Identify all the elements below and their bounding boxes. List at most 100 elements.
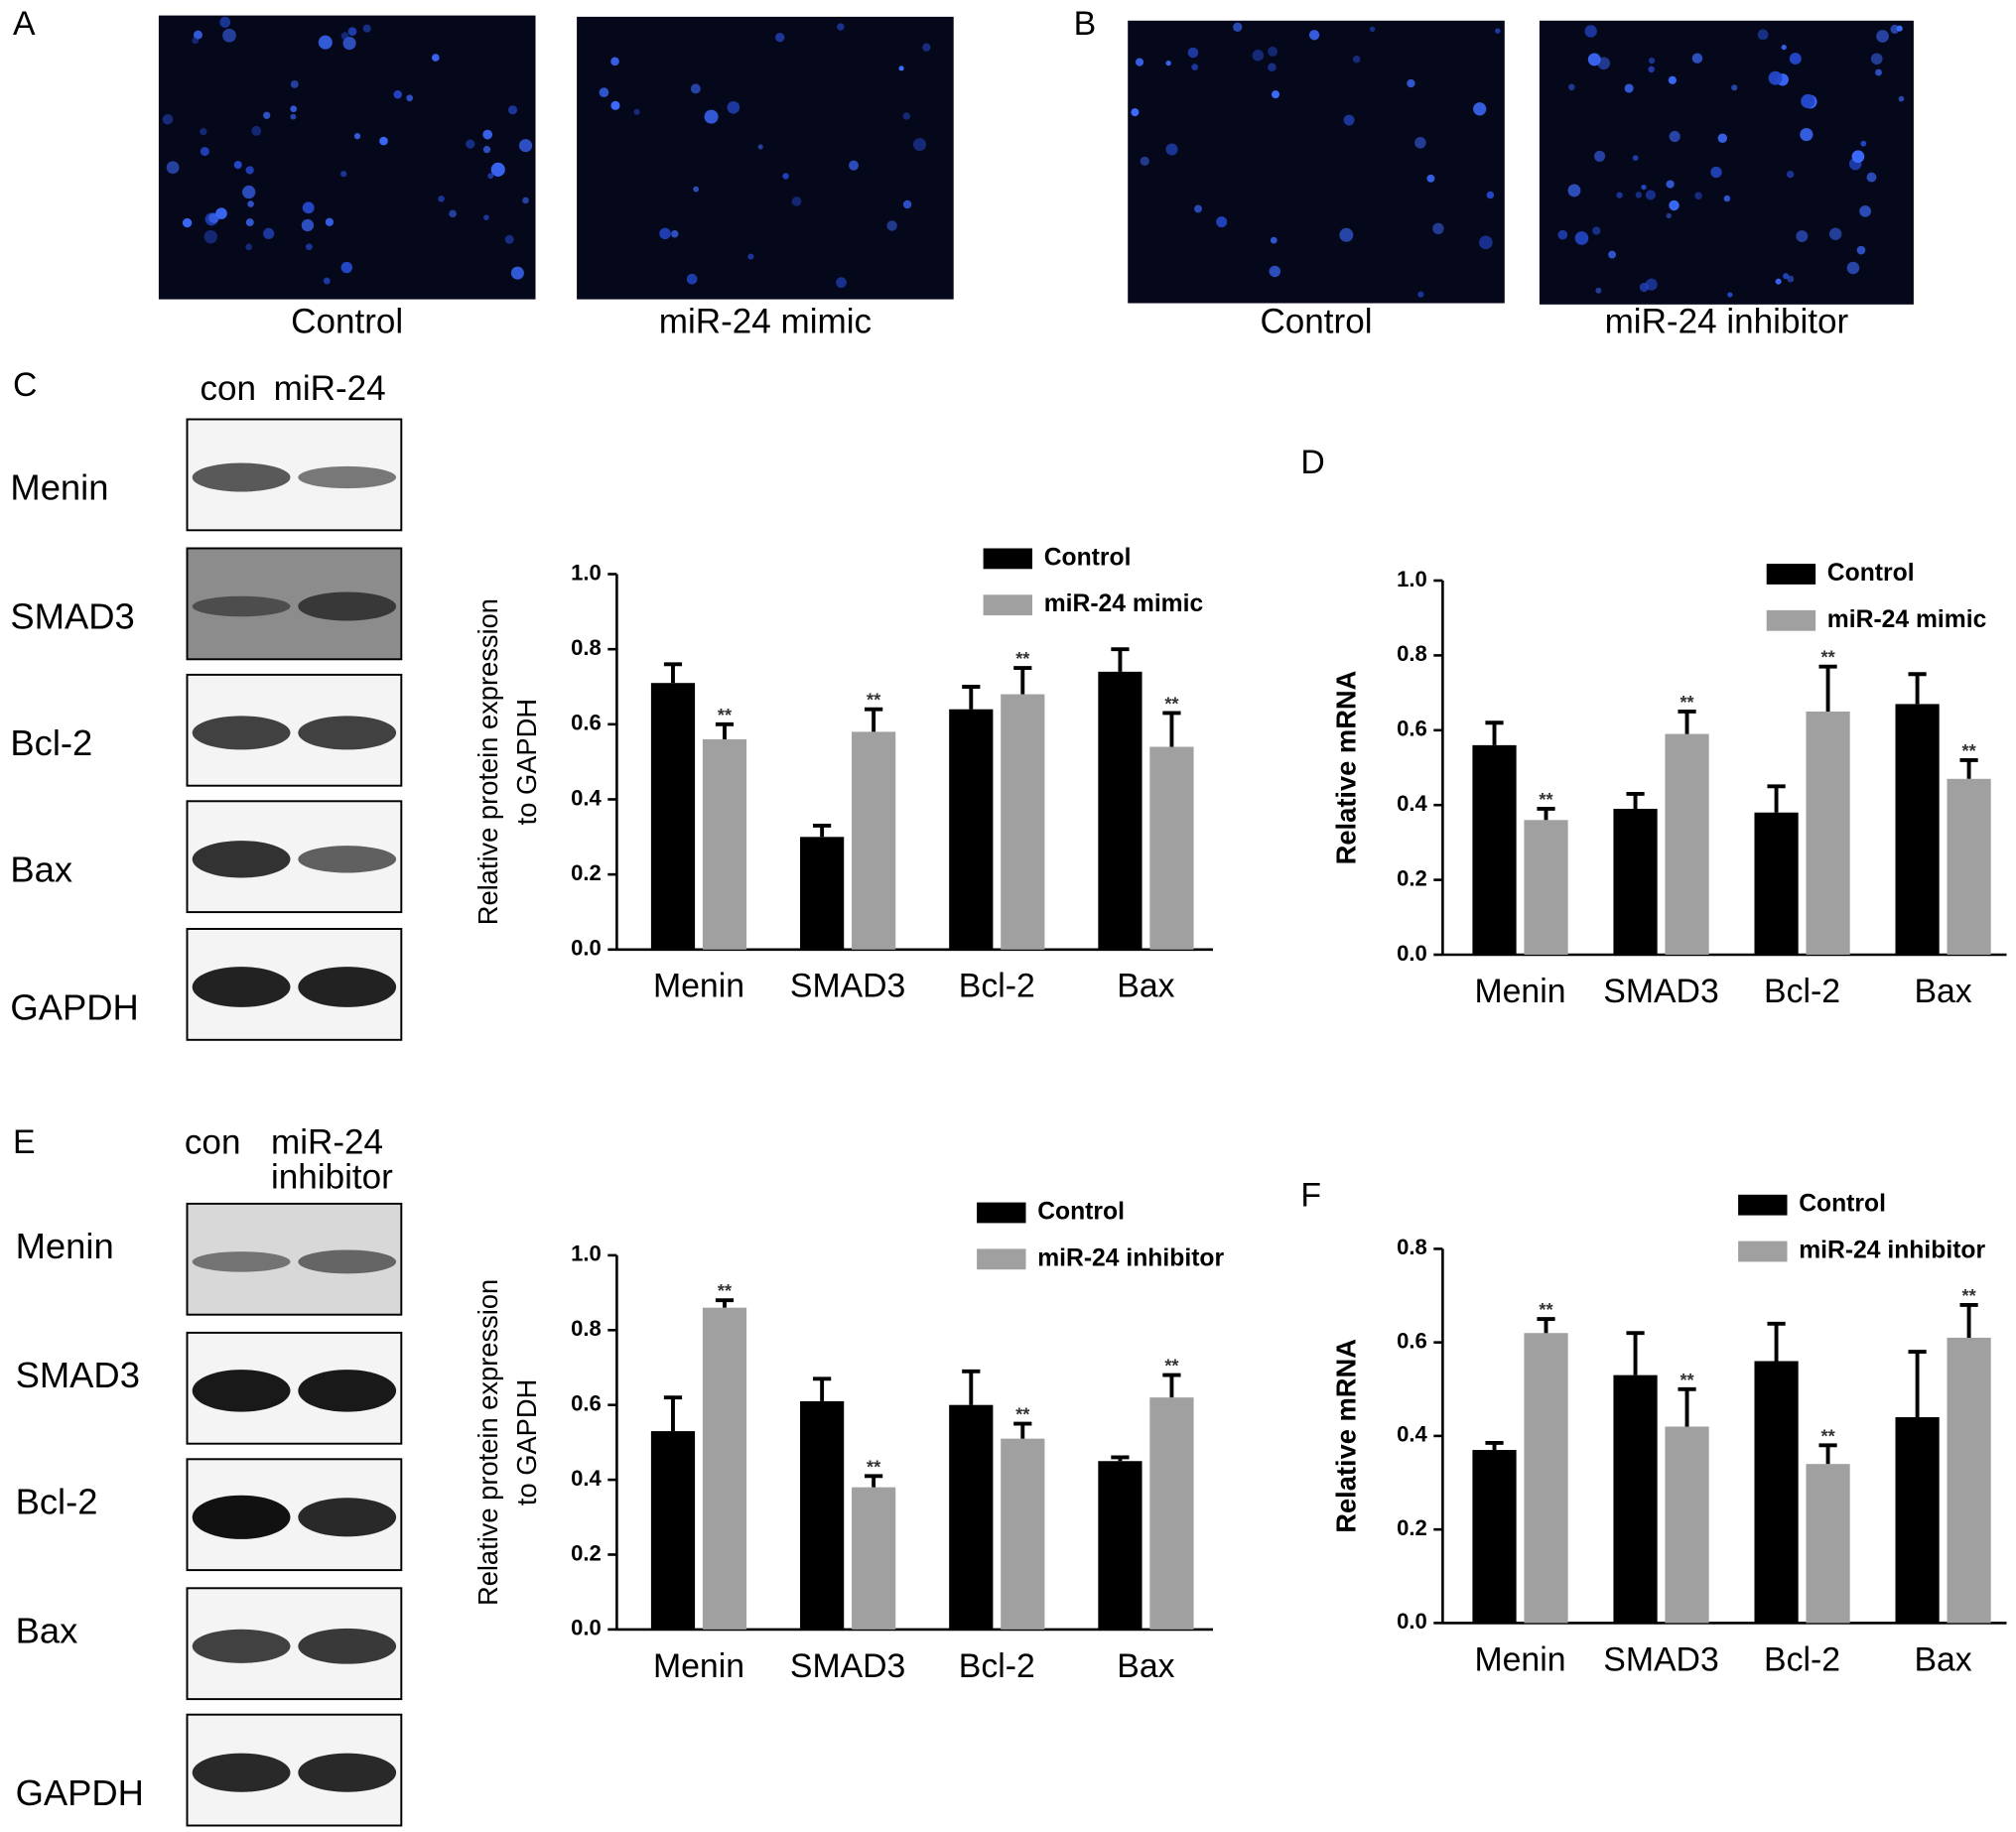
cell	[1369, 26, 1376, 33]
cell	[1486, 191, 1495, 199]
error-bar	[813, 824, 832, 838]
x-tick-label: SMAD3	[790, 1647, 905, 1685]
bar	[1098, 671, 1142, 950]
significance: **	[1962, 1286, 1977, 1306]
cell	[670, 229, 679, 238]
bar	[1895, 704, 1940, 955]
cell	[791, 196, 802, 206]
bar	[1665, 1426, 1709, 1624]
cell	[1860, 140, 1867, 147]
y-tick-label: 0.8	[571, 1316, 602, 1341]
y-axis-label-line: to GAPDH	[511, 1379, 542, 1505]
band	[192, 1251, 291, 1272]
significance: **	[1962, 741, 1977, 761]
cell	[1624, 83, 1634, 93]
cell	[1135, 58, 1144, 66]
cell	[1191, 64, 1199, 71]
bar	[1524, 820, 1568, 955]
cell	[1270, 236, 1277, 244]
bar	[1472, 744, 1517, 955]
bar	[1613, 808, 1658, 955]
cell	[166, 161, 180, 175]
panel-label: F	[1300, 1176, 1321, 1214]
y-tick-label: 0.2	[571, 1540, 602, 1565]
cell	[1691, 53, 1703, 64]
cell	[1616, 192, 1623, 198]
cell	[1668, 75, 1677, 84]
cell	[347, 27, 357, 37]
cell	[1343, 114, 1355, 126]
y-tick-label: 0.4	[1397, 791, 1427, 816]
cell	[1233, 22, 1243, 32]
cell	[902, 112, 910, 120]
band	[192, 1495, 291, 1539]
cell	[1890, 24, 1900, 34]
cell	[693, 186, 700, 193]
cell	[1635, 192, 1643, 198]
cell	[1593, 150, 1606, 163]
cell	[898, 65, 904, 71]
error-bar	[1013, 1421, 1032, 1439]
cell	[659, 227, 671, 240]
x-tick-label: Menin	[653, 1647, 744, 1685]
bar	[800, 1400, 845, 1630]
bar	[852, 731, 896, 950]
cell	[886, 220, 897, 231]
cell	[192, 37, 200, 45]
cell	[1648, 65, 1655, 73]
x-tick-label: Bax	[1914, 1640, 1971, 1678]
significance: **	[1680, 693, 1694, 713]
cell	[504, 234, 514, 244]
image-caption: miR-24 inhibitor	[1605, 303, 1849, 341]
cell	[1666, 180, 1675, 189]
blot-label: SMAD3	[16, 1355, 140, 1395]
significance: **	[1680, 1371, 1694, 1390]
cell	[1876, 30, 1889, 43]
image-caption: miR-24 mimic	[659, 303, 872, 341]
micrograph	[1128, 20, 1505, 304]
cell	[1781, 44, 1787, 51]
cell	[1775, 278, 1782, 285]
legend-label: Control	[1044, 544, 1132, 571]
cell	[449, 209, 457, 218]
y-axis-label-line: Relative mRNA	[1331, 1339, 1362, 1533]
band	[298, 465, 397, 489]
cell	[318, 35, 333, 50]
cell	[162, 114, 174, 125]
bar	[1754, 812, 1799, 955]
legend-label: Control	[1037, 1199, 1125, 1226]
cell	[263, 227, 275, 239]
significance: **	[1164, 1357, 1179, 1376]
blot-label: Menin	[16, 1226, 114, 1266]
error-bar	[1537, 1317, 1555, 1334]
cell	[466, 139, 475, 149]
bar	[1613, 1374, 1658, 1624]
micrograph	[158, 15, 536, 300]
panel-label: B	[1074, 5, 1097, 43]
error-bar	[1626, 791, 1645, 809]
y-tick-label: 1.0	[571, 560, 602, 585]
cell	[1666, 212, 1672, 219]
cell	[1432, 222, 1444, 235]
bar	[650, 1431, 696, 1630]
bar	[800, 837, 845, 950]
significance: **	[1015, 649, 1030, 669]
bar	[1806, 1464, 1850, 1624]
cell	[1339, 227, 1354, 242]
cell	[522, 196, 529, 204]
error-bar	[962, 685, 981, 710]
x-tick-label: Menin	[1474, 1640, 1565, 1678]
cell	[353, 133, 361, 140]
significance: **	[1820, 1426, 1835, 1446]
y-axis-label-line: to GAPDH	[511, 699, 542, 825]
blot-label: SMAD3	[10, 596, 134, 637]
band	[192, 595, 291, 617]
cell	[1731, 84, 1738, 91]
y-axis-label-line: Relative protein expression	[472, 598, 503, 925]
x-tick-label: Menin	[653, 968, 744, 1005]
cell	[1473, 102, 1487, 116]
error-bar	[1818, 664, 1837, 712]
y-tick-label: 0.6	[571, 1391, 602, 1416]
bar	[1665, 733, 1709, 955]
blot-label: Bcl-2	[10, 722, 92, 763]
